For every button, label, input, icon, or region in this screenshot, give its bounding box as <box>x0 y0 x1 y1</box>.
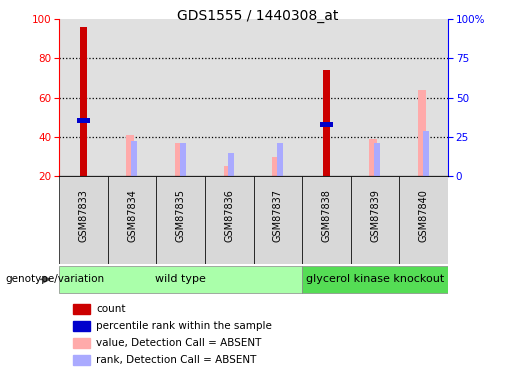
Bar <box>73 321 90 331</box>
Bar <box>277 143 283 176</box>
Bar <box>272 157 280 176</box>
Text: percentile rank within the sample: percentile rank within the sample <box>96 321 272 331</box>
Bar <box>77 118 90 123</box>
Bar <box>175 143 183 176</box>
Bar <box>126 135 134 176</box>
Bar <box>400 176 448 264</box>
Bar <box>369 139 377 176</box>
Text: value, Detection Call = ABSENT: value, Detection Call = ABSENT <box>96 338 262 348</box>
Text: count: count <box>96 303 126 313</box>
Bar <box>374 143 380 176</box>
Bar <box>323 70 330 176</box>
Text: genotype/variation: genotype/variation <box>5 274 104 284</box>
Bar <box>59 19 108 176</box>
Bar <box>418 90 425 176</box>
Bar <box>180 143 185 176</box>
Bar <box>157 19 205 176</box>
Text: GSM87838: GSM87838 <box>321 189 332 242</box>
Bar <box>320 122 333 127</box>
Text: GDS1555 / 1440308_at: GDS1555 / 1440308_at <box>177 9 338 23</box>
Text: wild type: wild type <box>156 274 206 284</box>
Bar <box>73 304 90 313</box>
Text: glycerol kinase knockout: glycerol kinase knockout <box>306 274 444 284</box>
Bar <box>351 19 400 176</box>
Bar <box>73 338 90 348</box>
Bar <box>108 19 157 176</box>
Bar <box>205 176 253 264</box>
Bar <box>108 176 157 264</box>
Text: GSM87837: GSM87837 <box>273 189 283 243</box>
Bar <box>351 176 400 264</box>
Bar <box>157 176 205 264</box>
Bar <box>302 176 351 264</box>
Bar <box>205 19 253 176</box>
Bar <box>302 266 448 293</box>
Text: GSM87833: GSM87833 <box>78 189 89 242</box>
Text: GSM87836: GSM87836 <box>225 189 234 242</box>
Bar <box>131 141 137 176</box>
Text: GSM87839: GSM87839 <box>370 189 380 242</box>
Bar <box>59 266 302 293</box>
Text: GSM87835: GSM87835 <box>176 189 186 243</box>
Bar <box>224 166 231 176</box>
Bar <box>400 19 448 176</box>
Bar <box>59 176 108 264</box>
Bar <box>228 153 234 176</box>
Bar <box>73 355 90 365</box>
Text: rank, Detection Call = ABSENT: rank, Detection Call = ABSENT <box>96 355 256 365</box>
Bar <box>423 131 428 176</box>
Text: GSM87834: GSM87834 <box>127 189 137 242</box>
Bar <box>80 27 87 176</box>
Bar <box>302 19 351 176</box>
Bar <box>253 19 302 176</box>
Bar <box>253 176 302 264</box>
Text: GSM87840: GSM87840 <box>419 189 429 242</box>
